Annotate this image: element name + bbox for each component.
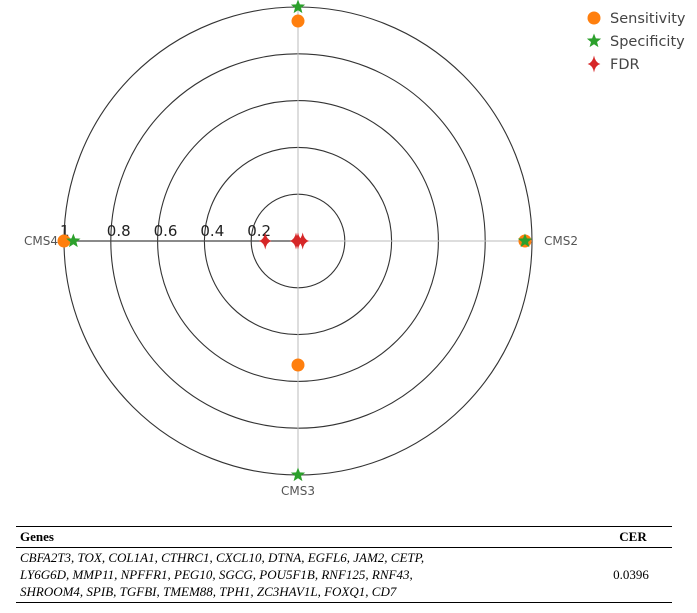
star-point[interactable] bbox=[66, 233, 81, 248]
genes-header: Genes bbox=[20, 529, 54, 544]
gene-table: Genes CER CBFA2T3, TOX, COL1A1, CTHRC1, … bbox=[16, 526, 672, 603]
genes-line: SHROOM4, SPIB, TGFBI, TMEM88, TPH1, ZC3H… bbox=[20, 584, 397, 599]
legend[interactable]: Sensitivity Specificity FDR bbox=[586, 11, 686, 74]
genes-cell: CBFA2T3, TOX, COL1A1, CTHRC1, CXCL10, DT… bbox=[20, 549, 560, 600]
radial-tick-label: 0.8 bbox=[107, 222, 131, 240]
cer-header: CER bbox=[619, 529, 647, 544]
diamond-point[interactable] bbox=[289, 232, 303, 250]
legend-diamond-icon[interactable] bbox=[587, 55, 601, 73]
diamond-point[interactable] bbox=[296, 232, 310, 250]
series-fdr bbox=[258, 232, 310, 250]
table-row: CBFA2T3, TOX, COL1A1, CTHRC1, CXCL10, DT… bbox=[16, 548, 672, 602]
star-point[interactable] bbox=[290, 467, 306, 482]
cer-value: 0.0396 bbox=[613, 566, 649, 582]
table-header: Genes CER bbox=[16, 527, 672, 548]
legend-label: Sensitivity bbox=[610, 11, 686, 27]
star-point[interactable] bbox=[517, 233, 533, 248]
radial-tick-label: 1 bbox=[60, 222, 70, 240]
legend-label: Specificity bbox=[610, 34, 685, 50]
polar-chart: 0.2 0.4 0.6 0.8 1 CMS2 CMS3 CMS4 Sensitivity Sp… bbox=[24, 0, 686, 498]
circle-point[interactable] bbox=[291, 14, 305, 28]
radial-tick-labels: 0.2 0.4 0.6 0.8 1 bbox=[60, 222, 271, 240]
category-label: CMS2 bbox=[544, 234, 578, 248]
radial-tick-label: 0.2 bbox=[247, 222, 271, 240]
legend-star-icon[interactable] bbox=[586, 33, 602, 48]
legend-circle-icon[interactable] bbox=[587, 11, 601, 25]
star-point[interactable] bbox=[290, 0, 306, 14]
genes-line: CBFA2T3, TOX, COL1A1, CTHRC1, CXCL10, DT… bbox=[20, 550, 425, 565]
radial-tick-label: 0.6 bbox=[154, 222, 178, 240]
legend-item-fdr[interactable]: FDR bbox=[587, 55, 640, 74]
category-labels: CMS2 CMS3 CMS4 bbox=[24, 234, 578, 498]
data-marks bbox=[57, 0, 533, 482]
genes-line: LY6G6D, MMP11, NPFFR1, PEG10, SGCG, POU5… bbox=[20, 567, 413, 582]
legend-item-sensitivity[interactable]: Sensitivity bbox=[587, 11, 686, 27]
legend-label: FDR bbox=[610, 57, 640, 73]
circle-point[interactable] bbox=[57, 234, 71, 248]
circle-point[interactable] bbox=[291, 358, 305, 372]
legend-item-specificity[interactable]: Specificity bbox=[586, 33, 685, 51]
category-label: CMS4 bbox=[24, 234, 58, 248]
series-sensitivity bbox=[57, 14, 532, 372]
series-specificity bbox=[66, 0, 533, 482]
diamond-point[interactable] bbox=[258, 232, 272, 250]
radial-tick-label: 0.4 bbox=[200, 222, 224, 240]
category-label: CMS3 bbox=[281, 484, 315, 498]
